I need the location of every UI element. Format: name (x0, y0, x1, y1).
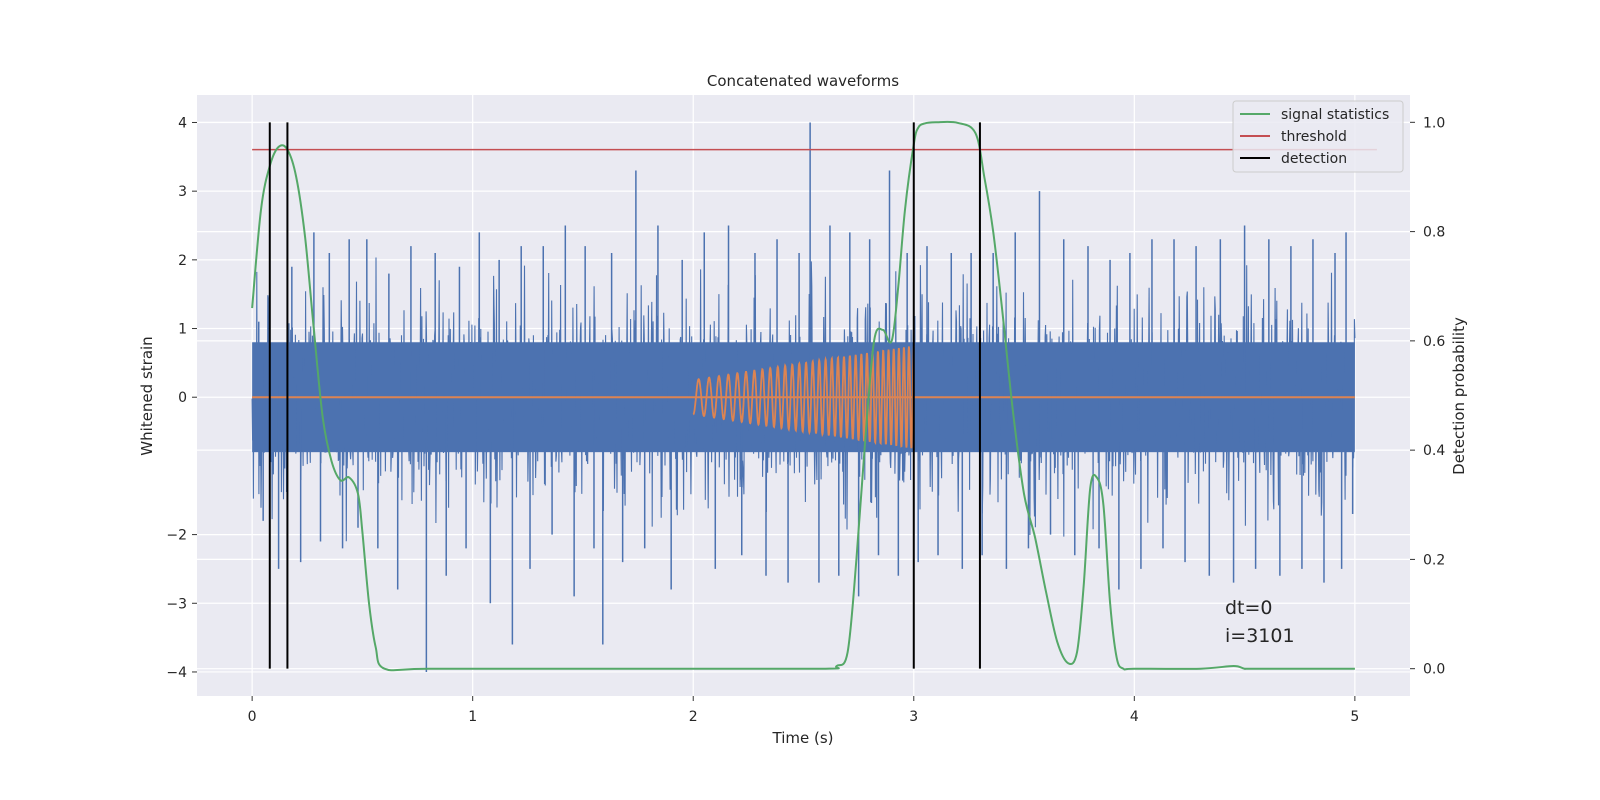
y-right-tick-label: 0.4 (1423, 443, 1445, 459)
legend-box (1232, 100, 1404, 173)
y-axis-right-label: Detection probability (1450, 317, 1468, 475)
x-tick-label: 3 (909, 709, 918, 725)
x-tick-label: 1 (468, 709, 477, 725)
x-tick-label: 4 (1130, 709, 1139, 725)
annotation-dt: dt=0 (1225, 597, 1273, 619)
legend-label-detection: detection (1281, 151, 1347, 167)
chart-title: Concatenated waveforms (707, 72, 899, 90)
legend-label-signal-statistics: signal statistics (1281, 107, 1389, 123)
y-axis-label: Whitened strain (138, 336, 156, 455)
x-tick-label: 0 (248, 709, 257, 725)
annotation: dt=0 i=3101 (1225, 597, 1295, 647)
signal-statistics-line (251, 120, 1355, 672)
annotation-i: i=3101 (1225, 625, 1295, 647)
y-tick-label: 0 (178, 390, 187, 406)
y-tick-label: −3 (166, 596, 187, 612)
ticks: 0 1 2 3 4 5 4 3 2 1 0 −2 −3 −4 1.0 0.8 0.6 0.4 0.2 0.0 (166, 115, 1445, 725)
x-tick-label: 5 (1350, 709, 1359, 725)
y-tick-label: 2 (178, 253, 187, 269)
y-right-tick-label: 0.2 (1423, 552, 1445, 568)
y-right-tick-label: 1.0 (1423, 115, 1445, 131)
legend-label-threshold: threshold (1281, 129, 1347, 145)
plot-content (251, 120, 1377, 672)
y-right-tick-label: 0.8 (1423, 225, 1445, 241)
y-tick-label: −2 (166, 528, 187, 544)
y-tick-label: 3 (178, 184, 187, 200)
x-tick-label: 2 (689, 709, 698, 725)
injected-chirp (692, 345, 915, 449)
legend: signal statistics threshold detection (1232, 100, 1404, 173)
x-axis-label: Time (s) (772, 729, 834, 747)
y-right-tick-label: 0.6 (1423, 334, 1445, 350)
y-right-tick-label: 0.0 (1423, 662, 1445, 678)
y-tick-label: −4 (166, 665, 187, 681)
y-tick-label: 1 (178, 322, 187, 338)
y-tick-label: 4 (178, 115, 187, 131)
